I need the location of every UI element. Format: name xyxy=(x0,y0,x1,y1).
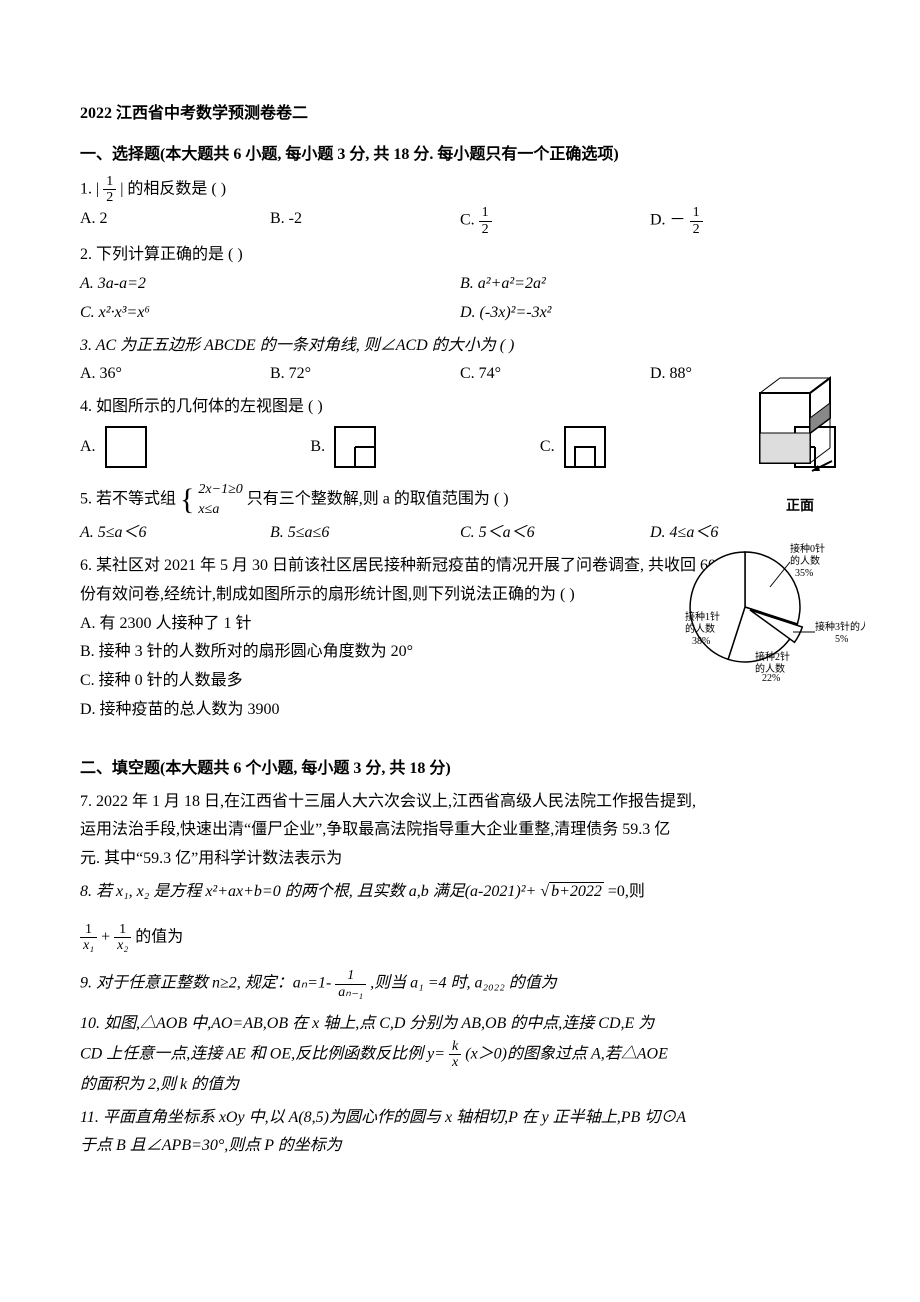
q8: 8. 若 x₁, x₂ 是方程 x²+ax+b=0 的两个根, 且实数 a,b … xyxy=(80,878,840,954)
q4-solid-icon xyxy=(750,373,850,483)
q10-frac: kx xyxy=(449,1039,461,1071)
q8-sqrt-arg: b+2022 xyxy=(549,882,604,900)
q5-system: 2x−1≥0 x≤a xyxy=(198,480,242,519)
q4-stem: 4. 如图所示的几何体的左视图是 ( ) xyxy=(80,393,840,422)
q1-optA: A. 2 xyxy=(80,205,270,237)
q1-optD-pre: D. － xyxy=(650,212,690,229)
q10-l2-post: (x＞0)的图象过点 A,若△AOE xyxy=(465,1046,668,1063)
sqrt-icon: b+2022 xyxy=(540,878,604,907)
q10-den: x xyxy=(449,1055,461,1070)
pie-label-0c: 35% xyxy=(795,568,813,579)
q4-optA: A. xyxy=(80,422,151,472)
q3-stem: 3. AC 为正五边形 ABCDE 的一条对角线, 则∠ACD 的大小为 ( ) xyxy=(80,332,840,361)
brace-icon: { xyxy=(180,485,194,515)
plus-icon: + xyxy=(101,928,114,945)
pie-label-2: 接种2针 xyxy=(755,650,790,663)
q1-optD: D. － 12 xyxy=(650,205,840,237)
q11-l1: 11. 平面直角坐标系 xOy 中,以 A(8,5)为圆心作的圆与 x 轴相切,… xyxy=(80,1104,840,1133)
q10-l3: 的面积为 2,则 k 的值为 xyxy=(80,1071,840,1100)
q1-optC-frac: 12 xyxy=(479,205,492,237)
q4-optC-label: C. xyxy=(540,433,555,462)
q8-pre: 8. 若 x₁, x₂ 是方程 x²+ax+b=0 的两个根, 且实数 a,b … xyxy=(80,883,540,900)
q3-optA: A. 36° xyxy=(80,360,270,389)
q1-optB: B. -2 xyxy=(270,205,460,237)
pie-label-1: 接种1针 xyxy=(685,610,720,623)
q9-pre: 9. 对于任意正整数 n≥2, 规定：aₙ=1- xyxy=(80,975,335,992)
q1: 1. | 12 | 的相反数是 ( ) A. 2 B. -2 C. 12 D. … xyxy=(80,174,840,238)
q1-optD-frac: 12 xyxy=(690,205,703,237)
q5-optB: B. 5≤a≤6 xyxy=(270,519,460,548)
q4-optA-label: A. xyxy=(80,433,96,462)
q10-l1: 10. 如图,△AOB 中,AO=AB,OB 在 x 轴上,点 C,D 分别为 … xyxy=(80,1010,840,1039)
q6: 6. 某社区对 2021 年 5 月 30 日前该社区居民接种新冠疫苗的情况开展… xyxy=(80,552,840,725)
q6-pie-chart: 接种0针 的人数 35% 接种3针的人数 5% 接种2针 的人数 22% 接种1… xyxy=(635,532,865,693)
q1-optC-pre: C. xyxy=(460,212,479,229)
pie-label-0b: 的人数 xyxy=(790,554,820,567)
q7-l2: 运用法治手段,快速出清“僵尸企业”,争取最高法院指导重大企业重整,清理债务 59… xyxy=(80,816,840,845)
q7: 7. 2022 年 1 月 18 日,在江西省十三届人大六次会议上,江西省高级人… xyxy=(80,788,840,874)
q11: 11. 平面直角坐标系 xOy 中,以 A(8,5)为圆心作的圆与 x 轴相切,… xyxy=(80,1104,840,1162)
q4-optC-icon xyxy=(560,422,610,472)
q5-stem-post: 只有三个整数解,则 a 的取值范围为 ( ) xyxy=(247,490,509,507)
q9-den: aₙ₋₁ xyxy=(335,985,366,1000)
q10-l2-pre: CD 上任意一点,连接 AE 和 OE,反比例函数反比例 y= xyxy=(80,1046,449,1063)
q4-optB-label: B. xyxy=(310,433,325,462)
q4-optB: B. xyxy=(310,422,380,472)
section2-heading: 二、填空题(本大题共 6 个小题, 每小题 3 分, 共 18 分) xyxy=(80,755,840,784)
q4: 4. 如图所示的几何体的左视图是 ( ) A. B. C. D. xyxy=(80,393,840,472)
q6-optD: D. 接种疫苗的总人数为 3900 xyxy=(80,696,840,725)
q5-eq1: 2x−1≥0 xyxy=(198,480,242,500)
q5-optA: A. 5≤a＜6 xyxy=(80,519,270,548)
pie-label-3b: 5% xyxy=(835,634,848,645)
q9-num: 1 xyxy=(335,968,366,984)
q8-frac1: 1x₁ xyxy=(80,922,97,954)
pie-chart-icon: 接种0针 的人数 35% 接种3针的人数 5% 接种2针 的人数 22% 接种1… xyxy=(635,532,865,682)
pie-label-1c: 38% xyxy=(692,636,710,647)
q7-l3: 元. 其中“59.3 亿”用科学计数法表示为 xyxy=(80,845,840,874)
pie-label-1b: 的人数 xyxy=(685,622,715,635)
q9-frac: 1aₙ₋₁ xyxy=(335,968,366,1000)
q8-mid: =0,则 xyxy=(608,883,645,900)
q5-optC: C. 5＜a＜6 xyxy=(460,519,650,548)
q1-stem-pre: 1. | xyxy=(80,180,103,197)
q10-num: k xyxy=(449,1039,461,1055)
q2-optA: A. 3a-a=2 xyxy=(80,270,460,299)
pie-label-2c: 22% xyxy=(762,673,780,682)
q1-optC: C. 12 xyxy=(460,205,650,237)
q10: 10. 如图,△AOB 中,AO=AB,OB 在 x 轴上,点 C,D 分别为 … xyxy=(80,1010,840,1099)
q2-optC: C. x²·x³=x⁶ xyxy=(80,299,460,328)
exam-title: 2022 江西省中考数学预测卷卷二 xyxy=(80,100,840,129)
q11-l2: 于点 B 且∠APB=30°,则点 P 的坐标为 xyxy=(80,1132,840,1161)
q1-stem-post: | 的相反数是 ( ) xyxy=(120,180,226,197)
q9-post: ,则当 a₁ =4 时, a₂₀₂₂ 的值为 xyxy=(370,975,557,992)
q8-expr-post: 的值为 xyxy=(135,928,183,945)
q4-optB-icon xyxy=(330,422,380,472)
q2-optD: D. (-3x)²=-3x² xyxy=(460,299,840,328)
pie-label-0: 接种0针 xyxy=(790,542,825,555)
q9: 9. 对于任意正整数 n≥2, 规定：aₙ=1- 1aₙ₋₁ ,则当 a₁ =4… xyxy=(80,968,840,1000)
q7-l1: 7. 2022 年 1 月 18 日,在江西省十三届人大六次会议上,江西省高级人… xyxy=(80,788,840,817)
q3-optC: C. 74° xyxy=(460,360,650,389)
q2-optB: B. a²+a²=2a² xyxy=(460,270,840,299)
q5-eq2: x≤a xyxy=(198,500,242,520)
q4-optC: C. xyxy=(540,422,610,472)
q2-stem: 2. 下列计算正确的是 ( ) xyxy=(80,241,840,270)
q8-frac2: 1x₂ xyxy=(114,922,131,954)
q3: 3. AC 为正五边形 ABCDE 的一条对角线, 则∠ACD 的大小为 ( )… xyxy=(80,332,840,390)
q5-stem-pre: 5. 若不等式组 xyxy=(80,490,180,507)
q2: 2. 下列计算正确的是 ( ) A. 3a-a=2 B. a²+a²=2a² C… xyxy=(80,241,840,327)
q1-frac: 12 xyxy=(103,174,116,206)
q3-optB: B. 72° xyxy=(270,360,460,389)
pie-label-3: 接种3针的人数 xyxy=(815,620,865,633)
q4-optA-icon xyxy=(101,422,151,472)
section1-heading: 一、选择题(本大题共 6 小题, 每小题 3 分, 共 18 分. 每小题只有一… xyxy=(80,141,840,170)
